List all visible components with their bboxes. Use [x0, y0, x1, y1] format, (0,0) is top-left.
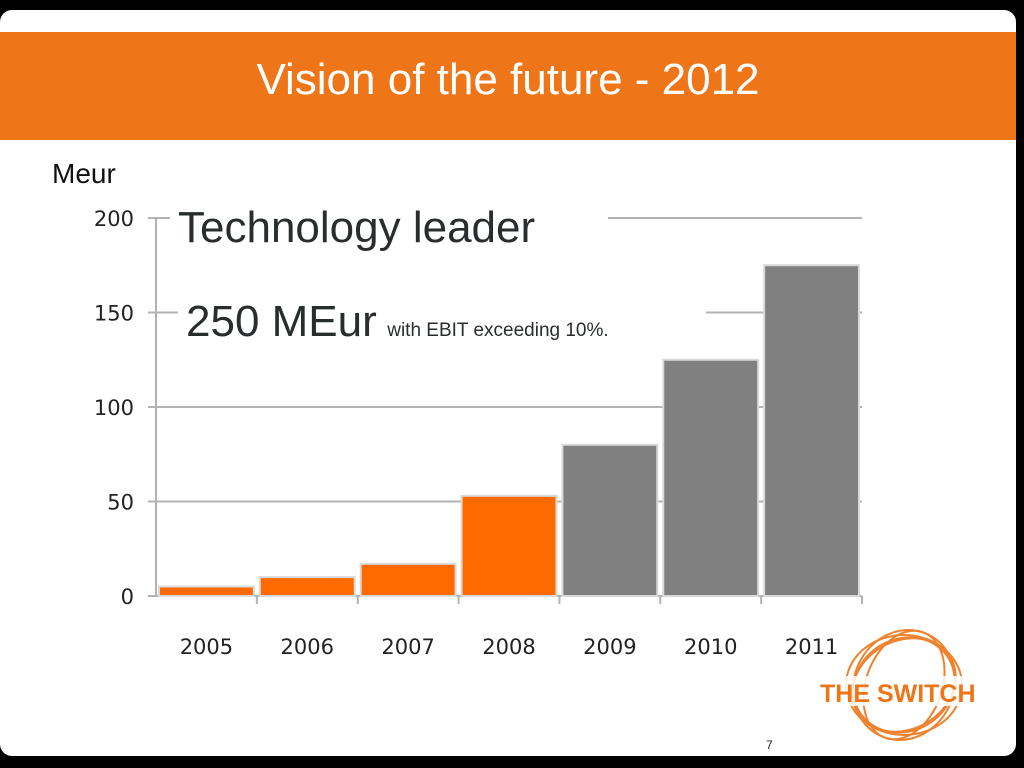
- bar-2008: [460, 494, 558, 597]
- page-number: 7: [766, 738, 773, 752]
- bars-layer: [158, 264, 861, 597]
- bar-2007: [359, 562, 457, 597]
- bar-2009: [561, 443, 659, 597]
- y-tick-label: 200: [94, 207, 134, 231]
- bar-2011: [763, 264, 861, 597]
- annotation-ebit-note: with EBIT exceeding 10%.: [386, 320, 608, 341]
- x-tick-label: 2008: [482, 635, 535, 659]
- slide: Vision of the future - 2012 Meur 0 50 100 1…: [0, 10, 1016, 756]
- y-tick-label: 100: [94, 396, 134, 420]
- logo-text: THE SWITCH: [820, 680, 976, 708]
- bar-2005: [158, 585, 255, 597]
- y-axis-unit-label: Meur: [52, 158, 116, 189]
- the-switch-logo: THE SWITCH: [818, 629, 994, 741]
- y-tick-label: 150: [94, 302, 134, 326]
- x-tick-label: 2007: [381, 635, 434, 659]
- annotation-250-meur: 250 MEur: [186, 297, 377, 346]
- x-tick-label: 2006: [281, 635, 334, 659]
- annotation-line2: 250 MEur with EBIT exceeding 10%.: [186, 297, 609, 346]
- x-tick-label: 2011: [785, 635, 838, 659]
- bar-chart: 0 50 100 150 200 2005 2006 2007 2008 2009 2010 2011…: [94, 192, 994, 741]
- annotation-technology-leader: Technology leader: [178, 203, 535, 252]
- axis-layer: 0 50 100 150 200 2005 2006 2007 2008 2009 2010 2011: [94, 207, 863, 659]
- y-tick-label: 0: [121, 585, 134, 609]
- slide-title: Vision of the future - 2012: [256, 55, 760, 104]
- y-tick-label: 50: [107, 491, 134, 515]
- title-bar: Vision of the future - 2012: [0, 32, 1016, 140]
- x-tick-label: 2010: [684, 635, 737, 659]
- annotation-line1-backdrop: [170, 192, 608, 254]
- bar-2006: [258, 576, 356, 597]
- bar-2010: [662, 358, 760, 597]
- x-tick-label: 2005: [180, 635, 233, 659]
- x-tick-label: 2009: [583, 635, 636, 659]
- annotation-line2-backdrop: [178, 288, 706, 348]
